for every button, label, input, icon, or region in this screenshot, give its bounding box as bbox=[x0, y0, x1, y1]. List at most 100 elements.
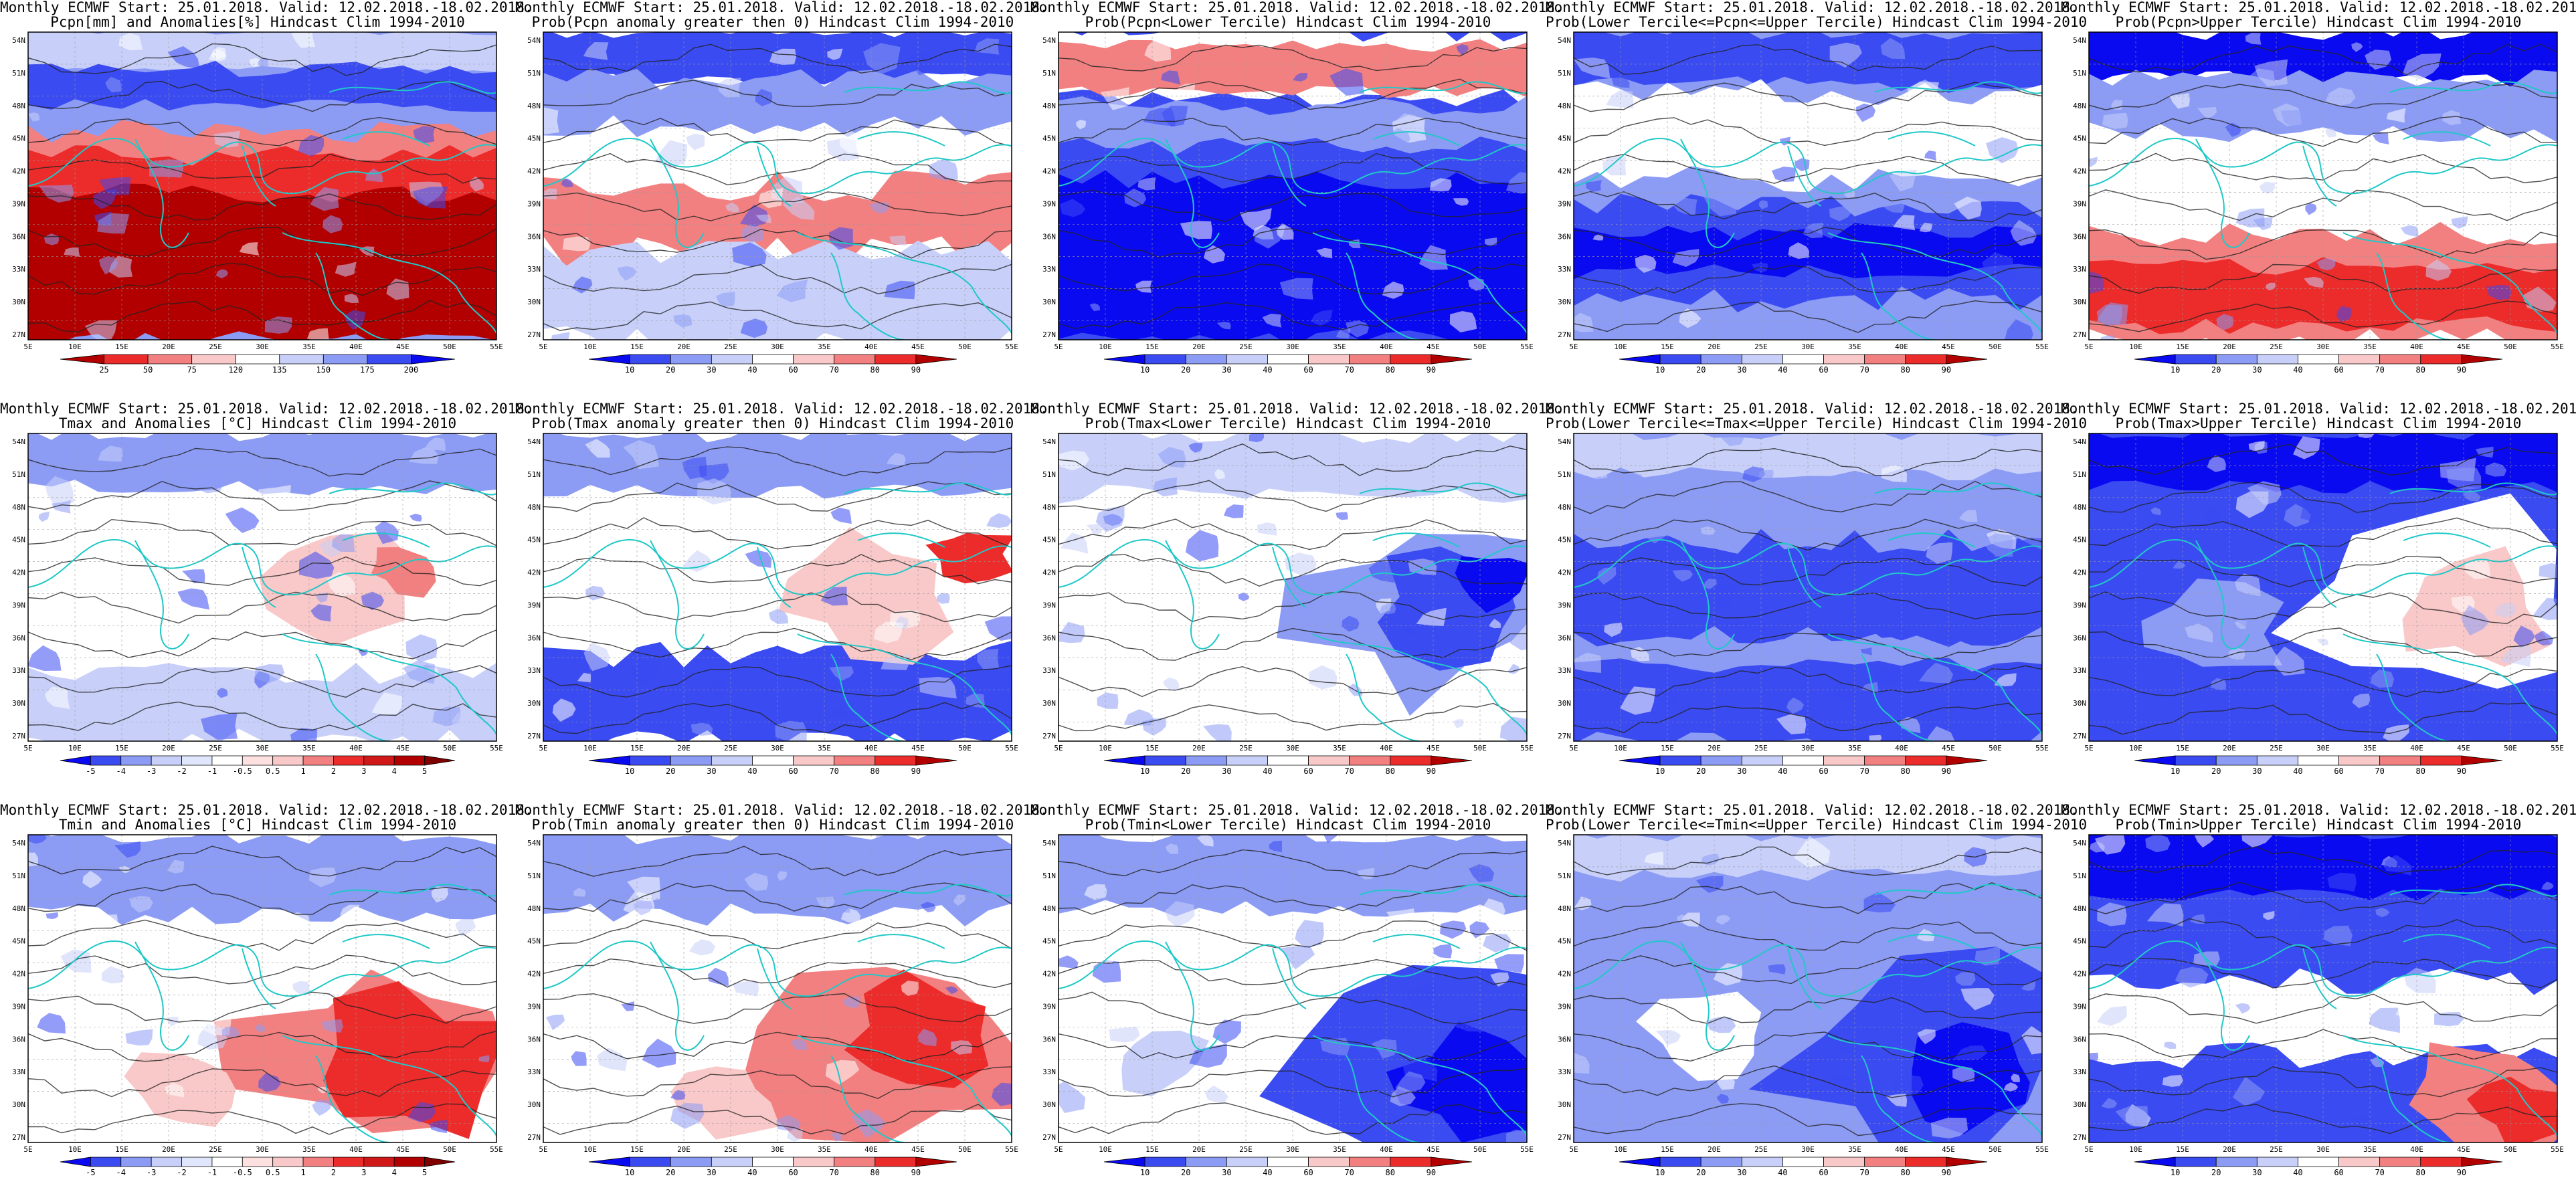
coastline bbox=[315, 654, 390, 741]
lon-tick-label: 50E bbox=[1989, 1145, 2002, 1154]
lat-tick-label: 39N bbox=[2073, 601, 2086, 609]
lat-tick-label: 54N bbox=[1042, 437, 1056, 446]
coastline bbox=[2403, 934, 2491, 949]
lat-tick-label: 30N bbox=[527, 298, 541, 306]
lon-tick-label: 35E bbox=[818, 342, 831, 351]
isoline bbox=[1059, 1068, 1527, 1098]
colorbar-segment bbox=[211, 755, 243, 766]
isoline bbox=[1059, 627, 1527, 661]
lat-tick-label: 48N bbox=[1042, 102, 1056, 110]
lon-tick-label: 10E bbox=[1614, 1145, 1627, 1154]
lon-tick-label: 20E bbox=[1708, 342, 1721, 351]
field-speckle bbox=[1494, 954, 1524, 973]
colorbar-tick-label: 70 bbox=[2375, 1168, 2384, 1177]
lat-tick-label: 27N bbox=[527, 732, 541, 740]
field-speckle bbox=[832, 708, 846, 717]
lat-tick-label: 27N bbox=[2073, 1133, 2086, 1142]
field-shade bbox=[1574, 32, 2042, 93]
field-speckle bbox=[1088, 943, 1116, 964]
colorbar-segment bbox=[181, 755, 213, 766]
lat-tick-label: 42N bbox=[1042, 167, 1056, 176]
field-speckle bbox=[1717, 433, 1744, 447]
lat-tick-label: 42N bbox=[1558, 970, 1571, 979]
colorbar-tick-label: 90 bbox=[1427, 1168, 1436, 1177]
colorbar-segment bbox=[2379, 1157, 2421, 1167]
colorbar-tick-label: 150 bbox=[316, 365, 331, 375]
isoline bbox=[543, 517, 1012, 550]
field-speckle bbox=[704, 136, 716, 146]
field-speckle bbox=[1131, 1074, 1146, 1085]
field-speckle bbox=[830, 507, 852, 524]
field-speckle bbox=[98, 177, 131, 195]
colorbar-tick-label: 70 bbox=[1859, 365, 1869, 375]
colorbar-segment bbox=[235, 354, 280, 365]
colorbar-tick-label: 20 bbox=[2211, 1168, 2221, 1177]
lon-tick-label: 15E bbox=[1661, 342, 1674, 351]
field-speckle bbox=[2194, 835, 2215, 848]
isoline bbox=[543, 229, 1012, 259]
lat-tick-label: 27N bbox=[1042, 1133, 1056, 1142]
colorbar-segment bbox=[1864, 1157, 1906, 1167]
field-speckle bbox=[368, 948, 388, 965]
coastline bbox=[1574, 539, 2042, 596]
colorbar-tick-label: -1 bbox=[207, 1168, 217, 1177]
lat-tick-label: 54N bbox=[1042, 36, 1056, 45]
colorbar-segment bbox=[1185, 354, 1227, 365]
field-speckle bbox=[782, 197, 815, 220]
lon-tick-label: 35E bbox=[2363, 1145, 2377, 1154]
lon-tick-label: 40E bbox=[1380, 1145, 1393, 1154]
colorbar-tick-label: 90 bbox=[1942, 767, 1951, 776]
isoline bbox=[1574, 955, 2042, 985]
field-speckle bbox=[1165, 843, 1179, 854]
lon-tick-label: 35E bbox=[1848, 1145, 1861, 1154]
field-speckle bbox=[249, 58, 261, 68]
field-speckle bbox=[56, 1072, 83, 1095]
colorbar-tick-label: 80 bbox=[1386, 1168, 1395, 1177]
lat-tick-label: 51N bbox=[1042, 470, 1056, 479]
field-speckle bbox=[2504, 930, 2523, 946]
colorbar-tick-label: 60 bbox=[788, 767, 798, 776]
isoline bbox=[1059, 302, 1527, 330]
isoline bbox=[1574, 1031, 2042, 1062]
lon-tick-label: 40E bbox=[349, 744, 363, 752]
field-speckle bbox=[2097, 902, 2127, 926]
colorbar-tick-label: 80 bbox=[1386, 767, 1395, 776]
colorbar-segment bbox=[363, 755, 395, 766]
colorbar-segment bbox=[1782, 354, 1824, 365]
field-speckle bbox=[1479, 898, 1505, 920]
lat-tick-label: 51N bbox=[527, 69, 541, 78]
field-speckle bbox=[1224, 504, 1244, 518]
lon-tick-label: 15E bbox=[115, 342, 128, 351]
isoline bbox=[28, 845, 496, 877]
lat-tick-label: 54N bbox=[527, 839, 541, 847]
field-speckle bbox=[2101, 1098, 2118, 1109]
lon-tick-label: 35E bbox=[1333, 342, 1346, 351]
coastline bbox=[2302, 145, 2337, 207]
coastline bbox=[1680, 941, 1735, 1051]
coastline bbox=[2376, 1055, 2451, 1142]
colorbar-segment bbox=[272, 755, 304, 766]
panel-title: Prob(Tmin>Upper Tercile) Hindcast Clim 1… bbox=[2115, 817, 2522, 833]
field-speckle bbox=[776, 1115, 801, 1131]
lon-tick-label: 35E bbox=[1333, 1145, 1346, 1154]
lat-tick-label: 36N bbox=[527, 1035, 541, 1043]
lat-tick-label: 39N bbox=[1042, 199, 1056, 208]
lon-tick-label: 50E bbox=[2504, 744, 2517, 752]
isoline bbox=[1574, 300, 2042, 333]
field-speckle bbox=[118, 33, 143, 51]
field-speckle bbox=[68, 32, 89, 45]
lat-tick-label: 51N bbox=[527, 470, 541, 479]
lon-tick-label: 25E bbox=[209, 1145, 222, 1154]
colorbar-tick-label: 200 bbox=[404, 365, 419, 375]
panel-title: Prob(Pcpn>Upper Tercile) Hindcast Clim 1… bbox=[2115, 14, 2522, 30]
lon-tick-label: 10E bbox=[583, 1145, 597, 1154]
field-speckle bbox=[1592, 234, 1604, 241]
coastline bbox=[134, 138, 189, 248]
field-speckle bbox=[1643, 516, 1672, 544]
colorbar-tick-label: 40 bbox=[1778, 1168, 1787, 1177]
coastline bbox=[1888, 131, 1976, 146]
lat-tick-label: 42N bbox=[12, 569, 25, 577]
lon-tick-label: 55E bbox=[1520, 342, 1534, 351]
field-speckle bbox=[1288, 601, 1309, 615]
field-speckle bbox=[698, 463, 729, 484]
